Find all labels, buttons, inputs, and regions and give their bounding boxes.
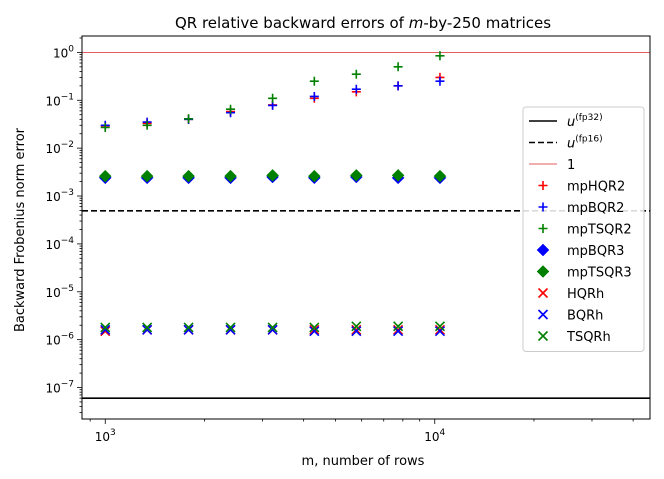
legend-label-mpBQR3: mpBQR3 bbox=[567, 244, 624, 259]
point-TSQRh-6 bbox=[351, 321, 362, 332]
point-TSQRh-1 bbox=[142, 322, 153, 333]
legend-marker-mpBQR2 bbox=[538, 202, 548, 212]
point-mpBQR2-8 bbox=[435, 76, 445, 86]
data-points bbox=[98, 51, 447, 337]
point-TSQRh-2 bbox=[183, 322, 194, 333]
y-axis-label: Backward Frobenius norm error bbox=[13, 127, 28, 332]
point-TSQRh-0 bbox=[100, 322, 111, 333]
chart-title: QR relative backward errors of m-by-250 … bbox=[175, 14, 551, 32]
point-mpTSQR2-0 bbox=[100, 122, 110, 132]
x-axis-ticks: 103 104 bbox=[89, 419, 634, 444]
y-tick-label: 10−1 bbox=[45, 92, 74, 108]
point-HQRh-8 bbox=[434, 324, 446, 335]
y-tick-label: 100 bbox=[53, 44, 74, 60]
legend-marker-HQRh bbox=[537, 287, 549, 299]
point-BQRh-0 bbox=[100, 324, 111, 335]
point-mpTSQR2-5 bbox=[309, 76, 319, 86]
legend-label-mpBQR2: mpBQR2 bbox=[567, 201, 624, 216]
series-TSQRh bbox=[100, 321, 446, 333]
point-TSQRh-7 bbox=[393, 321, 404, 332]
point-mpTSQR2-1 bbox=[142, 120, 152, 130]
point-BQRh-2 bbox=[183, 324, 194, 335]
y-tick-label: 10−3 bbox=[45, 188, 74, 204]
legend-marker-BQRh bbox=[537, 309, 549, 320]
point-mpTSQR3-2 bbox=[182, 169, 195, 183]
y-tick-label: 10−7 bbox=[45, 380, 74, 396]
legend-marker-mpTSQR3 bbox=[536, 265, 550, 278]
legend: u(fp32) u(fp16) 1 mpHQR2 mpBQR2 mpTSQR2 mpBQR3… bbox=[522, 106, 645, 352]
point-HQRh-7 bbox=[393, 324, 404, 335]
point-mpBQR2-5 bbox=[309, 91, 319, 101]
legend-label-BQRh: BQRh bbox=[567, 309, 603, 324]
legend-label-mpTSQR3: mpTSQR3 bbox=[567, 266, 632, 281]
point-BQRh-6 bbox=[351, 326, 362, 337]
legend-marker-mpBQR3 bbox=[536, 243, 550, 257]
point-mpTSQR2-6 bbox=[351, 69, 361, 79]
y-axis-ticks: 10−7 10−6 10−5 10−4 10−3 10−2 10−1 100 bbox=[45, 37, 82, 413]
point-mpTSQR3-5 bbox=[307, 169, 321, 183]
point-HQRh-5 bbox=[309, 324, 320, 335]
point-mpTSQR3-1 bbox=[140, 169, 154, 183]
legend-marker-TSQRh bbox=[537, 330, 549, 342]
point-TSQRh-3 bbox=[225, 322, 236, 333]
legend-box bbox=[522, 106, 645, 352]
point-mpTSQR2-8 bbox=[435, 51, 445, 61]
x-tick-label: 104 bbox=[424, 428, 445, 444]
y-tick-label: 10−4 bbox=[45, 236, 74, 252]
point-HQRh-6 bbox=[351, 324, 362, 335]
legend-label-mpTSQR2: mpTSQR2 bbox=[567, 223, 632, 238]
point-BQRh-5 bbox=[309, 326, 320, 337]
point-mpTSQR3-0 bbox=[98, 169, 112, 183]
legend-label-mpHQR2: mpHQR2 bbox=[567, 180, 625, 195]
point-mpBQR2-6 bbox=[351, 84, 361, 94]
point-mpTSQR2-4 bbox=[268, 93, 278, 103]
point-TSQRh-5 bbox=[309, 322, 320, 333]
series-mpTSQR3 bbox=[98, 169, 447, 183]
point-mpTSQR3-7 bbox=[391, 169, 405, 182]
series-mpTSQR2 bbox=[100, 51, 445, 132]
point-mpBQR2-7 bbox=[393, 81, 403, 91]
legend-label-u32: u(fp32) bbox=[567, 113, 603, 130]
point-mpTSQR3-4 bbox=[266, 169, 279, 182]
point-BQRh-3 bbox=[225, 324, 236, 335]
point-HQRh-0 bbox=[100, 326, 111, 337]
point-BQRh-8 bbox=[434, 326, 446, 337]
point-TSQRh-8 bbox=[434, 321, 446, 332]
legend-label-one: 1 bbox=[567, 158, 575, 173]
legend-label-u16: u(fp16) bbox=[567, 135, 603, 152]
point-mpTSQR3-6 bbox=[349, 169, 363, 182]
legend-label-HQRh: HQRh bbox=[567, 287, 604, 302]
y-tick-label: 10−6 bbox=[45, 332, 74, 348]
point-TSQRh-4 bbox=[267, 322, 278, 333]
point-mpTSQR2-7 bbox=[393, 62, 403, 72]
point-mpTSQR2-3 bbox=[226, 104, 236, 114]
y-tick-label: 10−5 bbox=[45, 284, 74, 300]
point-BQRh-7 bbox=[393, 326, 404, 337]
point-BQRh-1 bbox=[142, 324, 153, 335]
legend-label-TSQRh: TSQRh bbox=[566, 330, 611, 345]
point-mpTSQR3-3 bbox=[224, 169, 237, 183]
x-axis-label: m, number of rows bbox=[302, 454, 425, 469]
legend-marker-mpTSQR2 bbox=[538, 224, 548, 233]
point-mpTSQR3-8 bbox=[433, 169, 447, 183]
plot-frame bbox=[81, 35, 651, 420]
x-tick-label: 103 bbox=[95, 428, 116, 444]
legend-marker-mpHQR2 bbox=[538, 181, 548, 190]
y-tick-label: 10−2 bbox=[45, 140, 74, 156]
series-mpBQR2 bbox=[100, 76, 445, 130]
point-mpTSQR2-2 bbox=[184, 114, 194, 124]
point-BQRh-4 bbox=[267, 324, 278, 335]
